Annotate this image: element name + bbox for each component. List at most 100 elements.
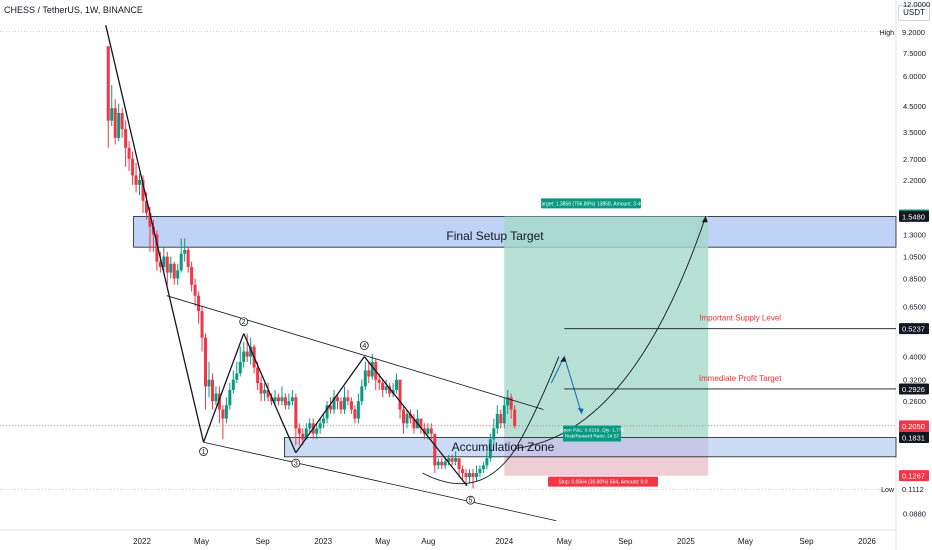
candle-body: [297, 428, 301, 434]
candle-body: [290, 397, 294, 402]
candle-body: [440, 461, 444, 466]
candle-body: [270, 397, 274, 402]
chart-header: CHESS / TetherUS, 1W, BINANCE: [4, 5, 143, 15]
wave-label-circle: [359, 341, 369, 350]
wave-label-4: 4: [362, 343, 366, 350]
candle-body: [509, 397, 513, 410]
candle-body: [266, 389, 270, 398]
downtrend-line: [105, 25, 205, 443]
wave-segment: [363, 356, 468, 487]
final-target-label: Final Setup Target: [446, 229, 544, 243]
price-label: 1.5480: [902, 212, 925, 221]
price-label: 0.1112: [902, 485, 924, 494]
candle-body: [433, 433, 437, 466]
candle-body: [131, 158, 135, 176]
price-label: 0.2050: [902, 422, 925, 431]
wave-label-3: 3: [294, 461, 298, 468]
low-label: Low: [881, 487, 895, 494]
price-label-box: [899, 470, 929, 482]
candle-body: [141, 179, 145, 201]
candle-body: [259, 382, 263, 394]
candle-body: [349, 401, 353, 410]
x-tick-label: May: [194, 537, 209, 546]
candle-body: [263, 389, 267, 394]
candle-body: [499, 413, 503, 424]
y-tick-label: 1.0500: [903, 253, 926, 262]
channel-upper-line: [166, 295, 544, 410]
price-label-box: [899, 323, 929, 335]
candle-body: [464, 473, 468, 478]
candle-body: [457, 458, 461, 470]
candle-body: [148, 212, 152, 227]
candle-body: [165, 256, 169, 273]
candle-body: [381, 382, 385, 390]
x-tick-label: 2022: [133, 537, 151, 546]
high-label: High: [880, 30, 895, 37]
price-label: 0.5237: [902, 325, 925, 334]
candle-body: [176, 270, 180, 279]
candle-body: [110, 108, 114, 121]
candle-body: [443, 461, 447, 466]
candle-body: [436, 461, 440, 466]
x-tick-label: 2026: [858, 537, 876, 546]
price-label: 9.2000: [902, 28, 925, 37]
candle-body: [398, 379, 402, 410]
candle-body: [242, 351, 246, 362]
wave-label-circle: [199, 447, 208, 456]
y-tick-label: 1.3000: [903, 230, 926, 239]
wave-label-circle: [291, 458, 301, 468]
candle-body: [276, 397, 280, 402]
currency-unit-button[interactable]: USDT: [898, 5, 930, 21]
candle-body: [454, 458, 458, 462]
open-pnl-label: Open P&L: 0.0219, Qty: 1.773: [560, 428, 625, 434]
candle-body: [158, 261, 162, 267]
target-label: Target: 1.3858 (756.89%) 13858, Amount: …: [539, 201, 643, 207]
candle-body: [318, 423, 322, 429]
price-label: 0.1267: [902, 472, 925, 481]
candle-body: [461, 469, 465, 474]
price-label-box: [899, 210, 929, 222]
y-tick-label: 12.0000: [903, 0, 930, 9]
candle-body: [273, 397, 277, 402]
x-tick-label: Sep: [618, 537, 633, 546]
x-tick-label: May: [557, 537, 572, 546]
candle-body: [162, 256, 166, 267]
candle-body: [224, 405, 228, 419]
risk-reward-label: Risk/Reward Ratio: 24.57: [565, 434, 620, 440]
candle-body: [197, 295, 201, 312]
y-tick-label: 0.8500: [903, 274, 926, 283]
candle-body: [502, 405, 506, 424]
y-tick-label: 4.5000: [903, 102, 926, 111]
candle-body: [287, 401, 291, 406]
price-label-box: [899, 383, 929, 395]
arrow-head-down: [577, 407, 584, 414]
x-tick-label: 2023: [314, 537, 332, 546]
candle-body: [210, 379, 214, 402]
candle-body: [120, 112, 124, 129]
candle-body: [506, 397, 510, 406]
candle-body: [325, 405, 329, 419]
arrow-head-up: [560, 356, 567, 362]
candle-body: [388, 386, 392, 394]
candle-body: [485, 458, 489, 466]
candle-body: [391, 389, 395, 394]
wave-segment: [295, 356, 365, 454]
x-tick-label: 2025: [677, 537, 695, 546]
candle-body: [204, 337, 208, 387]
candle-body: [134, 175, 138, 185]
arrow-head-target: [701, 216, 708, 223]
target-label-box: [541, 198, 641, 209]
candle-body: [200, 311, 204, 338]
candle-body: [155, 234, 159, 262]
y-tick-label: 6.0000: [903, 72, 926, 81]
x-tick-label: 2024: [495, 537, 513, 546]
x-tick-label: May: [375, 537, 390, 546]
candle-body: [308, 423, 312, 429]
candle-body: [238, 361, 242, 374]
x-tick-label: Sep: [255, 537, 270, 546]
candle-body: [245, 351, 249, 357]
candle-body: [412, 418, 416, 429]
open-pnl-box: [563, 425, 621, 442]
candle-body: [408, 413, 412, 419]
